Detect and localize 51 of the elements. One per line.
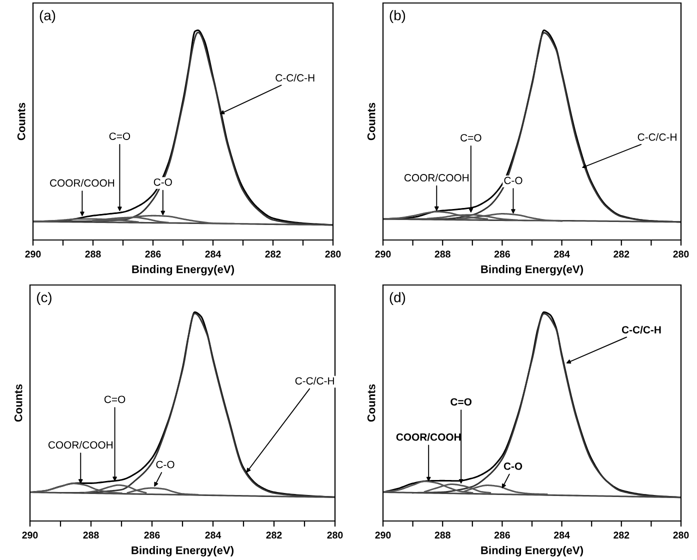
- annotation: COOR/COOH: [48, 440, 112, 449]
- annotation: C=O: [450, 398, 472, 406]
- y-axis-title: Counts: [367, 102, 376, 140]
- x-tick-label: 290: [22, 532, 38, 539]
- x-tick-label: 280: [325, 250, 341, 258]
- x-tick-label: 284: [205, 250, 222, 258]
- annotation: C-O: [504, 462, 522, 470]
- y-axis-title: Counts: [367, 384, 376, 422]
- annotation: C-C/C-H: [295, 376, 334, 385]
- chart-title: (a): [40, 10, 56, 24]
- annotation: C-O: [154, 178, 172, 186]
- x-tick-label: 290: [375, 250, 391, 258]
- x-tick-label: 286: [494, 250, 510, 258]
- x-tick-label: 286: [144, 532, 160, 539]
- annotation: C-C/C-H: [638, 133, 676, 141]
- x-tick-label: 290: [375, 532, 391, 539]
- x-axis-title: Binding Energy(eV): [132, 546, 234, 556]
- y-axis-title: Counts: [17, 102, 26, 140]
- x-tick-label: 282: [614, 532, 630, 539]
- x-axis-title: Binding Energy(eV): [481, 546, 583, 556]
- x-tick-label: 282: [265, 250, 281, 258]
- x-tick-label: 288: [85, 250, 101, 258]
- x-tick-label: 284: [205, 532, 222, 539]
- y-axis-title: Counts: [14, 384, 22, 422]
- x-tick-label: 284: [554, 250, 570, 258]
- annotation: C-O: [504, 176, 522, 184]
- x-tick-label: 290: [25, 250, 41, 258]
- x-tick-label: 286: [145, 250, 161, 258]
- x-axis-title: Binding Energy(eV): [481, 265, 583, 276]
- x-tick-label: 282: [266, 532, 282, 539]
- x-axis-title: Binding Energy(eV): [132, 265, 234, 276]
- chart-title: (b): [390, 10, 406, 24]
- annotation: COOR/COOH: [404, 174, 468, 182]
- annotation: COOR/COOH: [50, 179, 114, 187]
- annotation: C=O: [109, 132, 130, 140]
- x-tick-label: 280: [327, 532, 343, 539]
- x-tick-label: 286: [494, 532, 510, 539]
- annotation: C-C/C-H: [622, 326, 661, 334]
- annotation: C=O: [460, 134, 482, 142]
- x-tick-label: 288: [434, 250, 450, 258]
- annotation: C-C/C-H: [276, 74, 314, 82]
- x-tick-label: 280: [673, 532, 689, 539]
- chart-title: (c): [36, 292, 52, 306]
- annotation: C=O: [104, 396, 126, 404]
- x-tick-label: 288: [434, 532, 450, 539]
- x-tick-label: 282: [614, 250, 630, 258]
- x-tick-label: 288: [83, 532, 99, 539]
- annotation: C-O: [156, 460, 174, 468]
- chart-title: (d): [390, 292, 406, 306]
- x-tick-label: 280: [673, 250, 689, 258]
- x-tick-label: 284: [554, 532, 570, 539]
